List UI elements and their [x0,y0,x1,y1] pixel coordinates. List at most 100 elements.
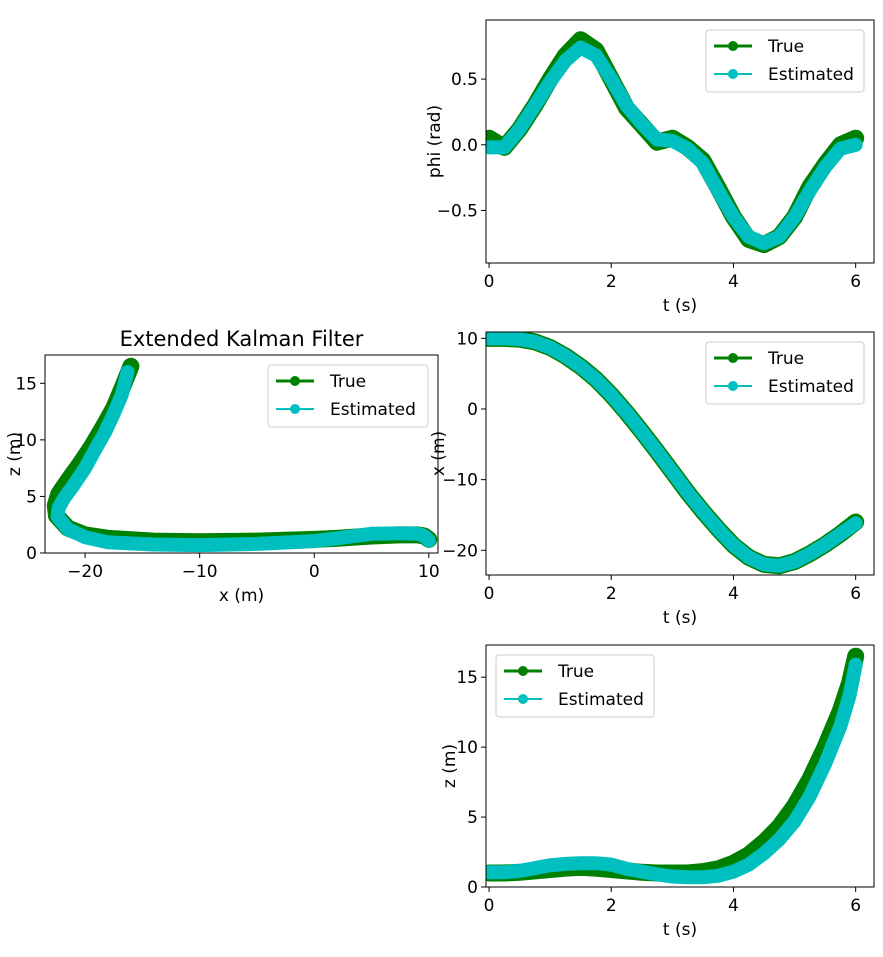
data-point [513,333,526,346]
data-point [819,757,832,770]
legend-marker [728,41,738,51]
x-axis-label: t (s) [663,296,697,316]
x-axis-label: x (m) [219,586,264,606]
legend-label: Estimated [330,400,416,420]
x-tick-label: −10 [182,562,218,582]
legend: True Estimated [705,29,865,93]
data-point [102,536,114,549]
plot-frame [485,331,875,576]
data-point [107,407,120,420]
data-point [773,230,786,243]
data-point [574,41,587,54]
legend-label: True [767,349,804,369]
legend: True Estimated [267,364,429,428]
series-estimated [486,332,863,573]
data-point [788,815,801,828]
data-point [411,527,424,540]
data-point [528,335,541,348]
data-point [331,532,344,545]
data-point [115,388,128,401]
y-tick-label: 0 [467,400,478,420]
x-tick-label: 6 [850,584,861,604]
data-point [635,425,648,438]
y-tick-label: 5 [26,487,37,507]
data-point [742,230,755,243]
y-tick-label: −0.5 [437,201,478,221]
data-point [498,332,511,345]
data-point [559,350,572,362]
data-point [498,141,511,154]
data-point [574,360,587,373]
x-tick-label: 6 [850,272,861,292]
y-axis-label: phi (rad) [425,105,445,178]
legend-label: True [329,372,366,392]
data-point [58,491,71,504]
legend-marker [290,404,300,414]
x-tick-label: −20 [67,562,103,582]
y-tick-label: 15 [15,374,37,394]
data-point [651,445,664,458]
legend-label: Estimated [768,65,854,85]
x-tick-label: 0 [484,272,495,292]
plot-frame [485,644,875,888]
legend-label: True [767,37,804,57]
y-axis-label: z (m) [440,744,460,788]
data-point [486,332,496,345]
y-tick-label: 0.0 [451,136,478,156]
data-point [666,134,679,147]
y-tick-label: 10 [456,329,478,349]
data-point [513,123,526,135]
data-point [651,133,664,146]
data-point [635,865,648,878]
x-axis-label: t (s) [663,920,697,940]
data-point [834,142,847,155]
y-tick-label: 15 [456,668,478,688]
data-point [193,539,206,552]
legend-marker [518,694,528,704]
data-point [605,73,618,86]
data-point [590,857,602,870]
y-tick-label: 10 [15,431,37,451]
data-point [559,54,572,67]
x-tick-label: 0 [309,562,320,582]
data-point [620,99,633,112]
legend-label: Estimated [768,377,854,397]
series-estimated [486,657,863,885]
legend-label: True [557,662,594,682]
x-tick-label: 2 [606,896,617,916]
chart-z: 0 2 4 6 0 5 10 15 t (s) z (m) True Estimated [440,644,875,940]
legend: True Estimated [495,654,655,718]
data-point [590,49,602,62]
data-point [696,157,709,170]
data-point [121,366,134,378]
data-point [394,527,407,540]
x-tick-label: 2 [606,584,617,604]
chart-x: 0 2 4 6 −20 −10 0 10 t (s) x (m) True Estimated [429,329,875,628]
data-point [681,486,694,499]
data-point [528,862,541,875]
data-point [528,99,541,112]
y-tick-label: −20 [442,541,478,561]
data-point [544,859,557,872]
x-tick-label: 10 [418,562,440,582]
data-point [666,465,679,478]
data-point [681,871,694,884]
plot-frame [485,19,875,264]
data-point [620,862,633,875]
data-point [773,833,786,846]
data-point [79,462,92,475]
data-point [696,871,709,884]
data-point [635,117,648,130]
data-point [681,142,694,155]
data-point [849,517,862,530]
x-tick-label: 0 [484,896,495,916]
legend-marker [728,69,738,79]
data-point [498,866,511,879]
data-point [651,868,664,881]
data-point [61,523,74,536]
legend-marker [290,376,300,386]
data-point [712,184,725,197]
data-point [712,523,725,536]
data-point [365,527,378,540]
